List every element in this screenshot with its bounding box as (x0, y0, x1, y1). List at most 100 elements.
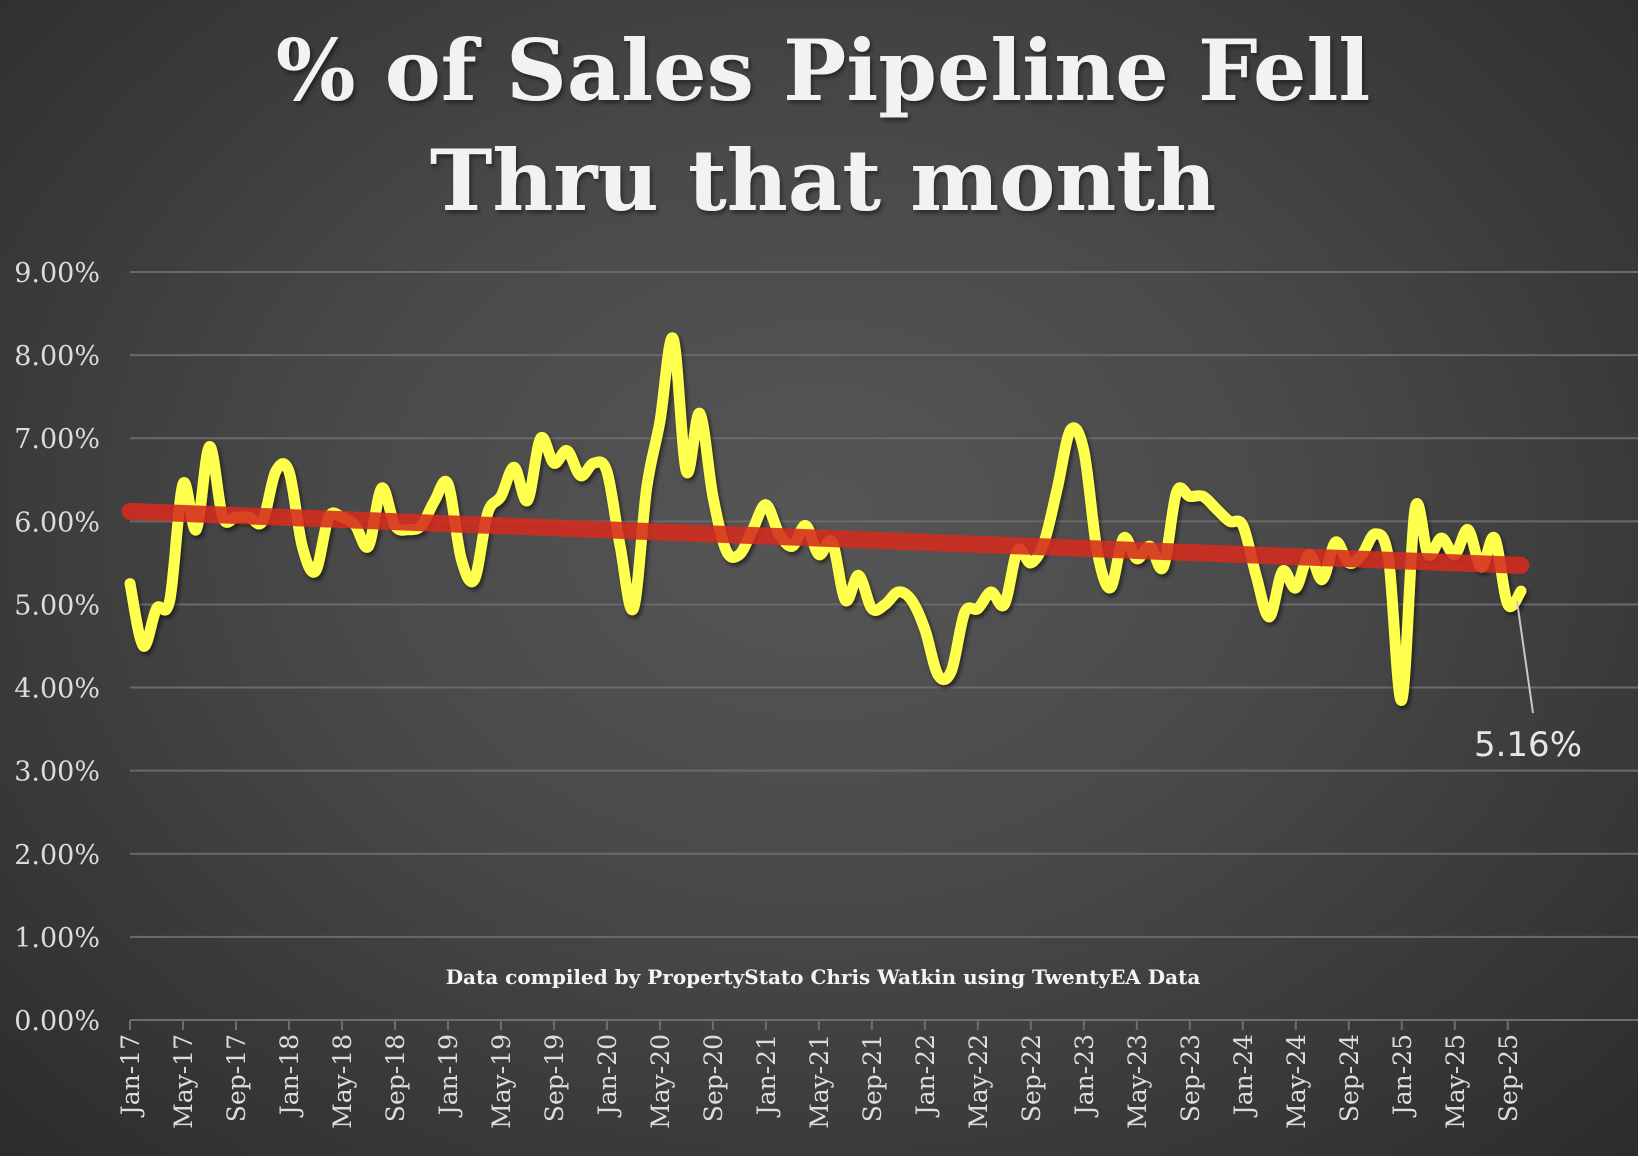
y-tick-label: 8.00% (14, 341, 100, 372)
x-tick-label: May-19 (487, 1034, 516, 1129)
y-tick-label: 9.00% (14, 258, 100, 289)
trendline (121, 502, 1530, 574)
series-layer (121, 332, 1530, 706)
data-point (1068, 427, 1074, 433)
x-tick-label: May-21 (805, 1034, 834, 1129)
data-point (1094, 547, 1100, 553)
data-point (1425, 552, 1431, 558)
x-axis (129, 1019, 1638, 1030)
data-point (1187, 493, 1193, 499)
data-point (789, 543, 795, 549)
chart-title-line-1: % of Sales Pipeline Fell (276, 21, 1371, 120)
data-point (1121, 535, 1127, 541)
data-point (233, 514, 239, 520)
x-tick-label: Jan-22 (911, 1034, 940, 1118)
data-point (948, 668, 954, 674)
data-point (140, 643, 146, 649)
x-tick-label: Jan-20 (593, 1034, 622, 1118)
x-tick-label: Jan-23 (1070, 1034, 1099, 1118)
data-point (1015, 547, 1021, 553)
data-point (445, 481, 451, 487)
data-point (1505, 601, 1511, 607)
data-point (153, 606, 159, 612)
data-point (1054, 485, 1060, 491)
data-point (1266, 614, 1272, 620)
y-tick-label: 4.00% (14, 674, 100, 705)
data-point (551, 460, 557, 466)
data-point (1200, 493, 1206, 499)
data-point (1227, 518, 1233, 524)
data-point (471, 577, 477, 583)
data-point (935, 672, 941, 678)
chart-title: % of Sales Pipeline Fell Thru that month (276, 21, 1371, 230)
data-point (1081, 448, 1087, 454)
data-point (286, 468, 292, 474)
data-point (1041, 539, 1047, 545)
data-point (644, 485, 650, 491)
data-point (657, 419, 663, 425)
x-tick-label: Jan-25 (1388, 1034, 1417, 1118)
data-point (736, 552, 742, 558)
data-point (617, 543, 623, 549)
data-point (1001, 601, 1007, 607)
data-point (882, 601, 888, 607)
data-point (577, 473, 583, 479)
x-tick-label: May-23 (1123, 1034, 1152, 1129)
data-point (710, 493, 716, 499)
data-point (1028, 560, 1034, 566)
x-tick-label: Jan-21 (752, 1034, 781, 1118)
data-point (962, 610, 968, 616)
data-point (524, 498, 530, 504)
data-point (842, 597, 848, 603)
data-point (1333, 539, 1339, 545)
x-tick-label: Jan-19 (434, 1034, 463, 1118)
data-point (299, 543, 305, 549)
data-point (829, 539, 835, 545)
x-tick-label: Sep-18 (381, 1034, 410, 1122)
y-tick-label: 5.00% (14, 590, 100, 621)
data-point (485, 510, 491, 516)
x-tick-label: Jan-18 (275, 1034, 304, 1118)
data-point (723, 547, 729, 553)
data-point (630, 606, 636, 612)
data-point (988, 589, 994, 595)
data-point (869, 606, 875, 612)
chart-title-line-2: Thru that month (430, 131, 1216, 230)
data-point (750, 527, 756, 533)
x-axis-ticks: Jan-17 May-17 Sep-17 Jan-18 May-18 Sep-18 Jan-… (116, 1034, 1523, 1129)
x-tick-label: Sep-21 (858, 1034, 887, 1122)
x-tick-label: Sep-22 (1017, 1034, 1046, 1122)
x-tick-label: May-24 (1282, 1034, 1311, 1129)
x-tick-label: May-17 (169, 1034, 198, 1129)
x-tick-label: Jan-17 (116, 1034, 145, 1118)
data-point (246, 514, 252, 520)
x-tick-label: Sep-17 (222, 1034, 251, 1122)
x-tick-label: Sep-25 (1494, 1034, 1523, 1122)
data-point (180, 481, 186, 487)
data-point (776, 531, 782, 537)
x-tick-label: Sep-19 (540, 1034, 569, 1122)
data-point (1134, 556, 1140, 562)
data-point (1478, 564, 1484, 570)
data-point (511, 464, 517, 470)
data-point (1346, 560, 1352, 566)
data-point (352, 522, 358, 528)
data-point (1213, 506, 1219, 512)
y-tick-label: 1.00% (14, 923, 100, 954)
data-point (1240, 522, 1246, 528)
data-point (604, 468, 610, 474)
data-point (803, 522, 809, 528)
data-point (339, 514, 345, 520)
y-tick-label: 6.00% (14, 507, 100, 538)
data-point (1319, 577, 1325, 583)
data-point (498, 493, 504, 499)
data-point (1452, 552, 1458, 558)
data-point (1253, 572, 1259, 578)
data-point (670, 335, 676, 341)
data-point (856, 572, 862, 578)
data-point (379, 485, 385, 491)
y-tick-label: 2.00% (14, 840, 100, 871)
data-point (167, 597, 173, 603)
y-tick-label: 0.00% (14, 1006, 100, 1037)
